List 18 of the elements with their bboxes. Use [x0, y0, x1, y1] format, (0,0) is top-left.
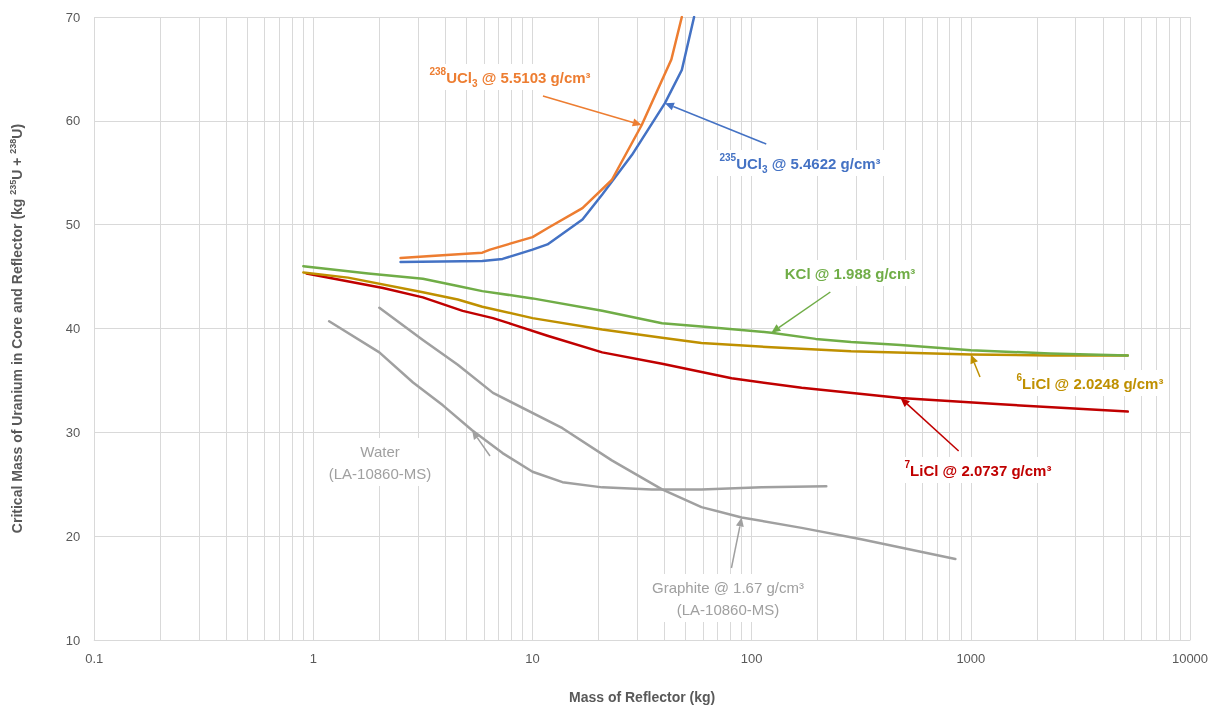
x-axis-title: Mass of Reflector (kg) [568, 689, 716, 705]
x-tick-label: 10000 [1171, 651, 1209, 666]
x-tick-label: 1 [309, 651, 317, 666]
x-tick-label: 10 [525, 651, 540, 666]
y-tick-label: 70 [65, 9, 81, 25]
x-tick-label: 100 [740, 651, 763, 666]
y-tick-label: 30 [65, 424, 81, 440]
y-tick-label: 50 [65, 217, 81, 233]
text: KCl @ 1.988 g/cm³ [784, 264, 916, 282]
x-tick-label: 0.1 [85, 651, 104, 666]
y-tick-label: 40 [65, 321, 81, 336]
text: Water (LA-10860-MS) [328, 442, 432, 482]
y-tick-label: 10 [65, 632, 81, 648]
y-tick-label: 60 [65, 113, 81, 129]
text: Graphite @ 1.67 g/cm³ (LA-10860-MS) [652, 578, 804, 618]
y-tick-label: 20 [65, 528, 81, 544]
y-axis-title: Critical Mass of Uranium in Core and Reflector (kg 235U + 238U) [7, 123, 26, 534]
x-tick-label: 1000 [956, 651, 986, 666]
